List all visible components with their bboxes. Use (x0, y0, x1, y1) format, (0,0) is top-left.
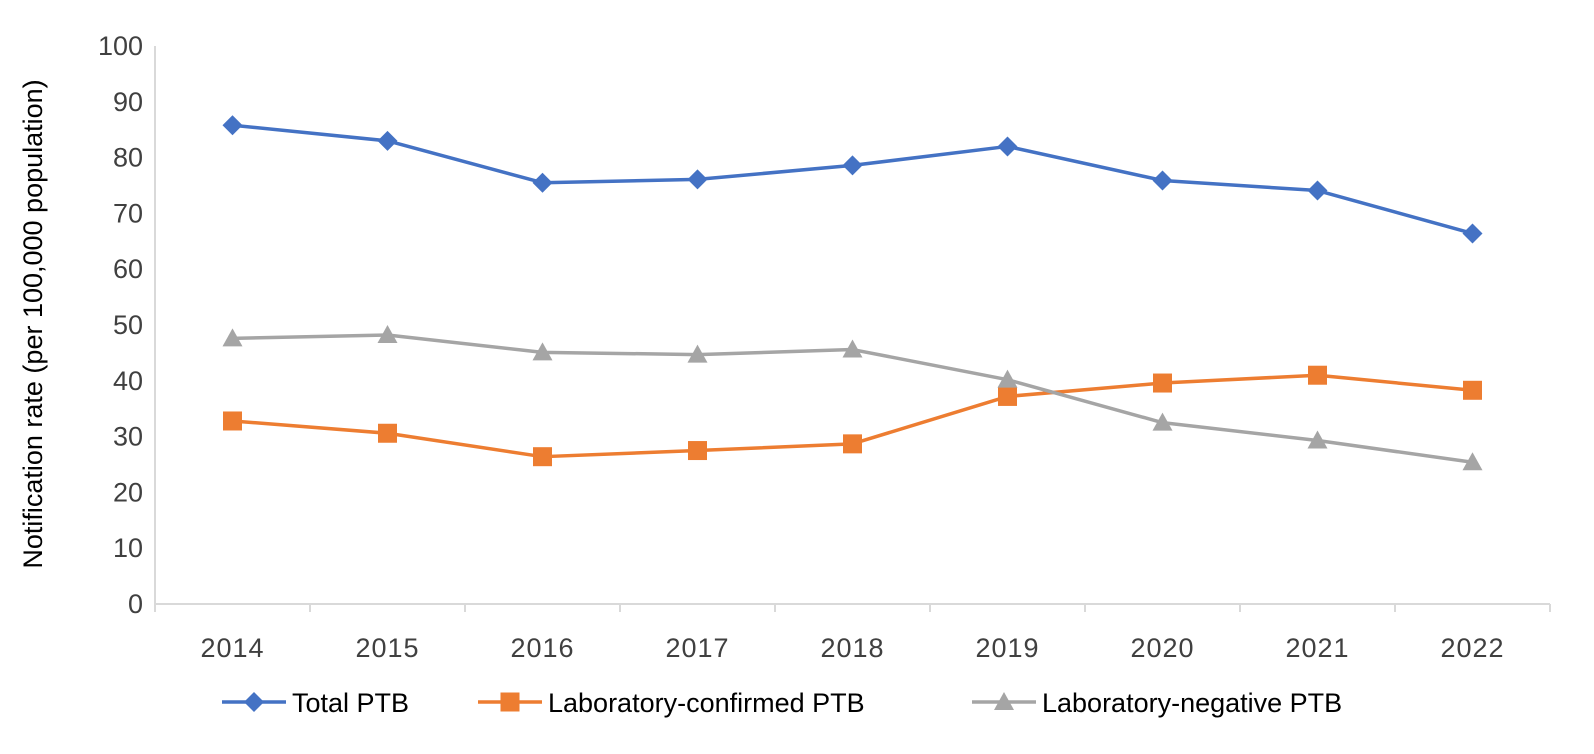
y-tick-label: 70 (113, 198, 143, 228)
data-point-marker (533, 447, 552, 467)
y-tick-label: 10 (113, 533, 143, 563)
x-tick-label: 2018 (820, 633, 884, 663)
legend-label: Laboratory-negative PTB (1042, 688, 1342, 718)
x-tick-label: 2014 (200, 633, 264, 663)
data-point-marker (1462, 223, 1483, 244)
data-point-marker (223, 411, 242, 431)
data-point-marker (532, 342, 553, 361)
data-point-marker (222, 328, 243, 347)
y-tick-label: 90 (113, 87, 143, 117)
x-tick-label: 2019 (975, 633, 1039, 663)
axes (154, 46, 1551, 612)
data-point-marker (1307, 180, 1328, 201)
legend-label: Laboratory-confirmed PTB (548, 688, 865, 718)
y-axis-title-group: Notification rate (per 100,000 populatio… (18, 79, 48, 568)
series-line-0 (232, 123, 1473, 236)
data-point-marker (1152, 170, 1173, 191)
series-markers (222, 115, 1483, 471)
data-point-marker (687, 344, 708, 363)
series-lines (232, 123, 1473, 465)
data-point-marker (998, 386, 1017, 406)
legend-marker-swatch (244, 692, 264, 712)
legend-marker-swatch (994, 692, 1014, 710)
y-tick-label: 30 (113, 422, 143, 452)
x-tick-label: 2022 (1440, 633, 1504, 663)
data-point-marker (688, 441, 707, 461)
data-point-marker (1307, 430, 1328, 449)
data-point-marker (1462, 452, 1483, 471)
legend-label: Total PTB (292, 688, 409, 718)
x-tick-label: 2015 (355, 633, 419, 663)
data-point-marker (378, 423, 397, 443)
x-tick-label: 2020 (1130, 633, 1194, 663)
y-tick-label: 60 (113, 254, 143, 284)
legend-marker-swatch (500, 692, 520, 712)
data-point-marker (377, 325, 398, 344)
x-tick-labels: 2014 2015 2016 2017 2018 2019 2020 2021 2022 (200, 633, 1504, 663)
data-point-marker (687, 169, 708, 190)
data-point-marker (222, 115, 243, 136)
legend-item: Total PTB (222, 688, 409, 718)
x-tick-label: 2017 (665, 633, 729, 663)
data-point-marker (1463, 380, 1482, 400)
y-tick-label: 40 (113, 366, 143, 396)
x-tick-label: 2021 (1285, 633, 1349, 663)
data-point-marker (997, 136, 1018, 157)
data-point-marker (843, 434, 862, 454)
y-tick-labels: 0 10 20 30 40 50 60 70 80 90 100 (98, 31, 143, 619)
y-tick-label: 20 (113, 477, 143, 507)
y-tick-label: 50 (113, 310, 143, 340)
data-point-marker (1153, 373, 1172, 393)
data-point-marker (1308, 365, 1327, 385)
data-point-marker (377, 130, 398, 151)
legend: Total PTB Laboratory-confirmed PTB Laborat… (222, 688, 1342, 718)
data-point-marker (997, 369, 1018, 388)
y-tick-label: 100 (98, 31, 143, 61)
y-tick-label: 0 (128, 589, 143, 619)
legend-item: Laboratory-confirmed PTB (478, 688, 865, 718)
y-tick-label: 80 (113, 143, 143, 173)
data-point-marker (532, 172, 553, 193)
data-point-marker (1152, 412, 1173, 431)
legend-item: Laboratory-negative PTB (972, 688, 1342, 718)
data-point-marker (842, 155, 863, 176)
data-point-marker (842, 339, 863, 358)
x-tick-label: 2016 (510, 633, 574, 663)
y-axis-title: Notification rate (per 100,000 populatio… (18, 79, 48, 568)
